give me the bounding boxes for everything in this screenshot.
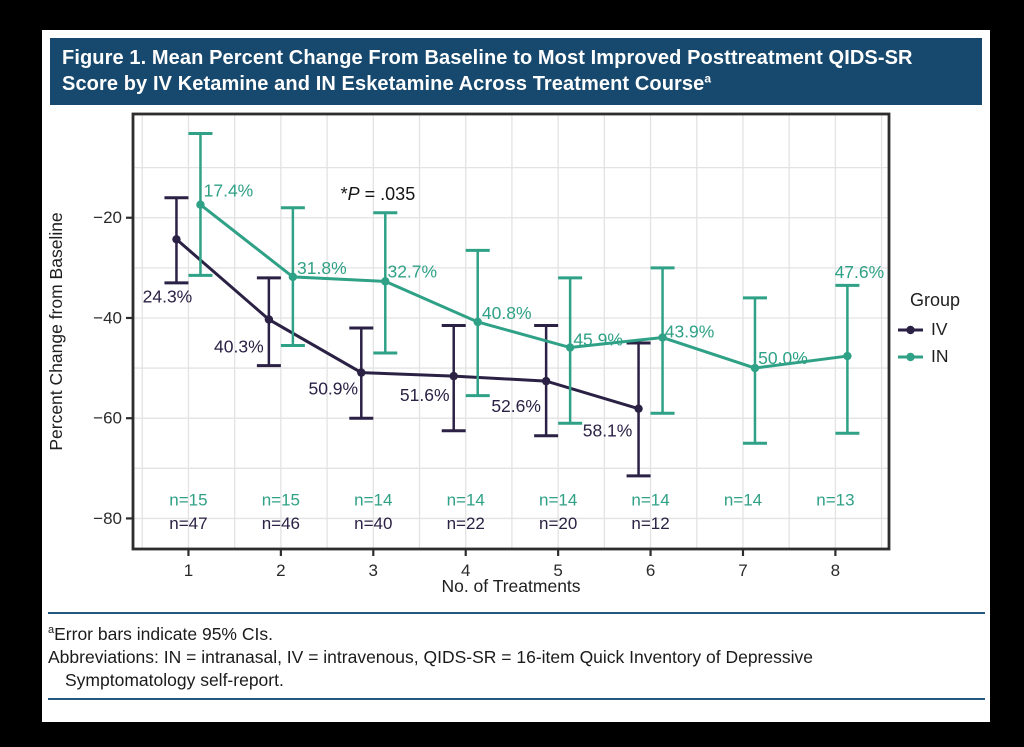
plot-border: [131, 112, 891, 551]
data-label: 47.6%: [835, 262, 885, 282]
p-value-annotation: *P = .035: [341, 184, 416, 204]
chart-legend: Group IV IN: [897, 290, 960, 370]
data-point: [288, 272, 298, 282]
n-label: n=14: [631, 490, 669, 509]
series-IV: 24.3% 40.3% 50.9% 51.6% 52.6% 58.1%: [143, 196, 651, 478]
legend-label: IN: [931, 346, 949, 366]
footnote-text: aError bars indicate 95% CIs. Abbreviati…: [48, 623, 985, 692]
x-tick-label: 5: [553, 561, 562, 580]
data-point: [658, 333, 667, 342]
n-label: n=14: [447, 490, 485, 509]
gridlines: [133, 114, 889, 549]
data-point: [357, 368, 366, 377]
series-line: [175, 238, 639, 411]
figure-title-superscript: a: [704, 71, 712, 86]
data-label: 58.1%: [583, 421, 633, 441]
data-point: [381, 277, 390, 286]
data-label: 24.3%: [143, 286, 193, 306]
x-tick-label: 8: [831, 561, 840, 580]
legend-title: Group: [910, 290, 961, 310]
data-point: [264, 315, 274, 324]
series-line: [199, 203, 848, 370]
data-label: 32.7%: [387, 261, 437, 281]
n-label: n=15: [262, 490, 300, 509]
footnote-line-2: Abbreviations: IN = intranasal, IV = int…: [48, 647, 813, 667]
x-tick-label: 2: [276, 561, 285, 580]
legend-label: IV: [931, 319, 948, 339]
legend-marker-icon: [898, 325, 923, 334]
data-label: 17.4%: [204, 181, 254, 201]
data-label: 40.3%: [214, 336, 264, 356]
n-label: n=22: [447, 514, 485, 533]
data-point: [634, 404, 643, 413]
x-tick-label: 1: [184, 561, 193, 580]
x-tick-label: 3: [369, 561, 378, 580]
n-row-IN: n=15 n=15 n=14 n=14 n=14 n=14 n=14 n=13: [169, 490, 854, 509]
x-axis-title: No. of Treatments: [441, 576, 580, 596]
data-label: 50.0%: [758, 348, 808, 368]
legend-item-IN: IN: [897, 343, 960, 370]
footnote-marker: a: [48, 624, 55, 637]
data-point: [196, 200, 205, 209]
figure-footnotes: aError bars indicate 95% CIs. Abbreviati…: [48, 612, 985, 700]
n-label: n=14: [354, 490, 392, 509]
n-label: n=47: [169, 514, 207, 533]
n-label: n=40: [354, 514, 392, 533]
n-label: n=15: [169, 490, 207, 509]
x-tick-label: 6: [646, 561, 655, 580]
data-point: [449, 371, 458, 381]
data-point: [750, 363, 760, 373]
data-label: 40.8%: [482, 303, 532, 323]
data-label: 50.9%: [308, 379, 358, 399]
n-label: n=14: [539, 490, 577, 509]
data-label: 52.6%: [491, 396, 541, 416]
data-point: [473, 317, 482, 327]
data-point: [565, 343, 575, 352]
y-tick-label: −80: [93, 509, 122, 528]
n-label: n=46: [262, 514, 300, 533]
data-point: [843, 351, 852, 361]
y-tick-label: −40: [93, 308, 122, 327]
n-label: n=12: [631, 514, 669, 533]
data-label: 45.9%: [573, 330, 623, 350]
footnote-rule-top: [48, 612, 985, 614]
y-tick-label: −20: [93, 208, 122, 227]
n-label: n=20: [539, 514, 577, 533]
footnote-line-3: Symptomatology self-report.: [65, 670, 284, 690]
legend-item-IV: IV: [897, 316, 960, 343]
legend-items: IV IN: [897, 316, 960, 370]
figure-title-bar: Figure 1. Mean Percent Change From Basel…: [50, 38, 982, 105]
x-tick-label: 7: [738, 561, 747, 580]
data-label: 51.6%: [400, 385, 450, 405]
axis-ticks: [126, 216, 837, 556]
data-point: [172, 235, 181, 244]
data-point: [541, 376, 551, 386]
y-axis-title: Percent Change from Baseline: [46, 212, 66, 450]
figure-title: Figure 1. Mean Percent Change From Basel…: [62, 47, 913, 95]
n-row-IV: n=47 n=46 n=40 n=22 n=20 n=12: [169, 514, 669, 533]
n-label: n=13: [816, 490, 854, 509]
series-IN: 17.4% 31.8% 32.7% 40.8% 45.9% 43.9% 50.0% 47.6%: [188, 132, 885, 445]
y-tick-label: −60: [93, 409, 122, 428]
footnote-error-bars: Error bars indicate 95% CIs.: [54, 624, 273, 644]
n-label: n=14: [724, 490, 762, 509]
data-label: 43.9%: [665, 322, 715, 342]
footnote-rule-bottom: [48, 698, 985, 700]
data-label: 31.8%: [297, 258, 347, 278]
tick-labels: 1 2 3 4 5 6 7 8 −20 −40 −60 −80: [93, 208, 840, 580]
footnote-line-1: aError bars indicate 95% CIs.: [48, 623, 985, 646]
legend-marker-icon: [898, 352, 923, 361]
x-tick-label: 4: [461, 561, 470, 580]
